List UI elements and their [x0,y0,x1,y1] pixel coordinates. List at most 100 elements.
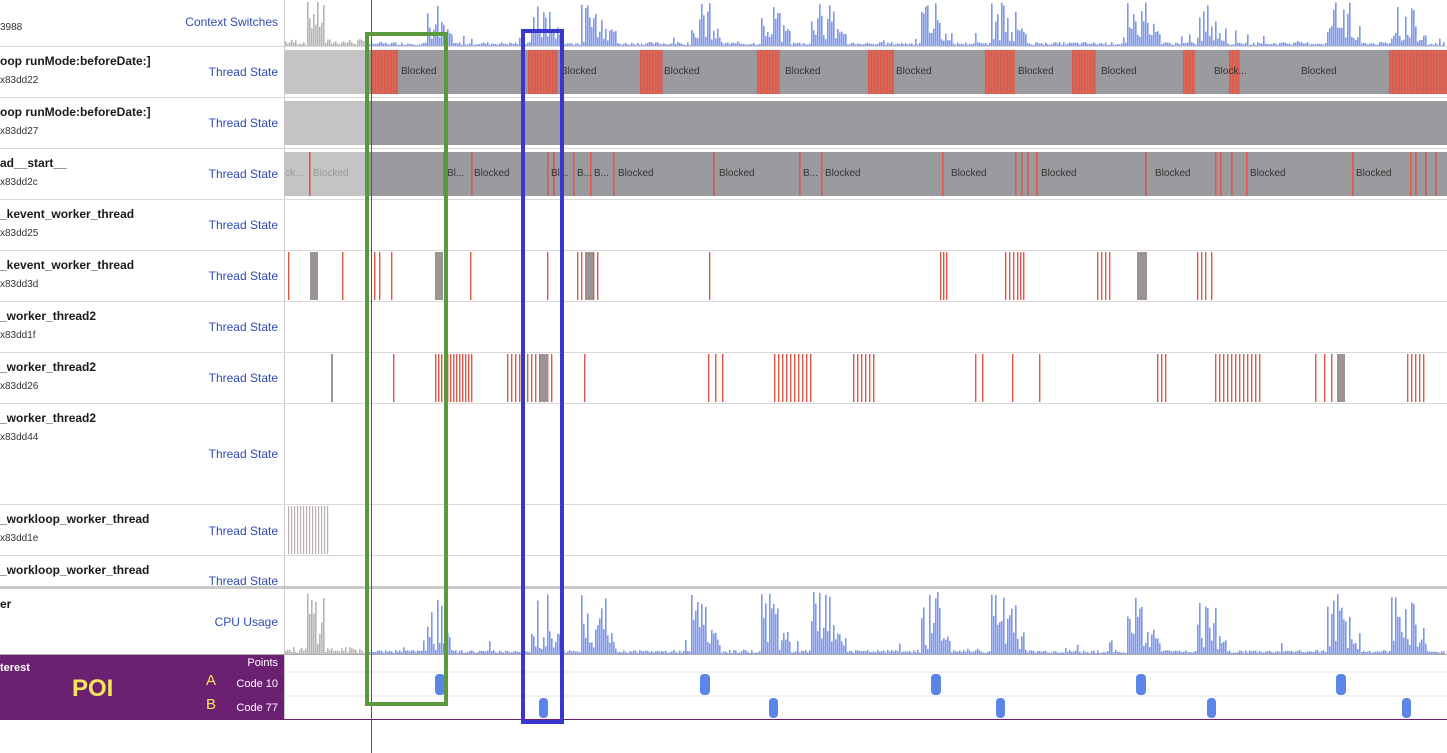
histogram-bar [1225,640,1227,654]
instrument-name[interactable]: Thread State [208,269,278,283]
histogram-bar [845,34,847,46]
histogram-bar [793,42,795,46]
cpu-usage-row[interactable]: er CPU Usage [0,589,1447,655]
code-77-label[interactable]: Code 77 [236,702,278,714]
histogram-bar [1381,651,1383,654]
instrument-name[interactable]: Thread State [208,320,278,334]
running-tick [1109,252,1111,300]
histogram-bar [633,650,635,654]
histogram-bar [1347,648,1349,654]
running-tick [453,354,455,402]
histogram-bar [879,651,881,654]
row-label: _kevent_worker_thread x83dd3d Thread Sta… [0,251,285,301]
histogram-bar [687,651,689,654]
context-switches-row[interactable]: 3988 Context Switches [0,0,1447,47]
histogram-bar [901,652,903,654]
histogram-bar [451,34,453,46]
instrument-name[interactable]: Thread State [208,218,278,232]
histogram-bar [799,652,801,654]
running-tick [857,354,859,402]
thread-row-runloop-1[interactable]: oop runMode:beforeDate:] x83dd22 Thread … [0,47,1447,98]
instrument-name[interactable]: Thread State [208,524,278,538]
thread-state-track[interactable] [285,556,1447,586]
running-tick [523,354,525,402]
histogram-bar [513,651,515,654]
context-switch-track[interactable] [285,0,1447,46]
running-tick [757,50,759,94]
thread-row-kevent-1[interactable]: _kevent_worker_thread x83dd25 Thread Sta… [0,200,1447,251]
histogram-bar [1327,606,1329,654]
cpu-usage-track[interactable] [285,589,1447,654]
thread-state-track[interactable]: ck... Blocked Bl... Blocked Bl... B... B… [285,149,1447,199]
histogram-bar [1277,44,1279,46]
histogram-bar [1407,34,1409,46]
histogram-bar [1323,650,1325,654]
histogram-bar [1343,619,1345,654]
histogram-bar [361,650,363,654]
histogram-bar [1039,650,1041,654]
thread-row-start[interactable]: ad__start__ x83dd2c Thread State ck... B… [0,149,1447,200]
histogram-bar [375,43,377,46]
thread-state-track[interactable] [285,251,1447,301]
poi-track[interactable] [285,655,1447,719]
histogram-bar [1111,640,1113,654]
running-tick [321,506,323,554]
histogram-bar [813,30,815,46]
histogram-bar [509,42,511,46]
blocked-label: Blocked [1101,66,1137,77]
histogram-bar [381,651,383,654]
histogram-bar [981,43,983,46]
running-tick [1247,354,1249,402]
histogram-bar [425,42,427,46]
thread-state-track[interactable] [285,353,1447,403]
histogram-bar [1211,26,1213,46]
histogram-bar [933,28,935,46]
thread-row-worker-2[interactable]: _worker_thread2 x83dd26 Thread State [0,353,1447,404]
histogram-bar [1397,7,1399,46]
histogram-bar [1205,606,1207,654]
histogram-bar [315,24,317,46]
histogram-bar [807,44,809,46]
code-10-label[interactable]: Code 10 [236,678,278,690]
thread-row-kevent-2[interactable]: _kevent_worker_thread x83dd3d Thread Sta… [0,251,1447,302]
thread-state-track[interactable] [285,505,1447,555]
histogram-bar [1035,42,1037,46]
histogram-bar [1191,652,1193,654]
thread-state-track[interactable] [285,302,1447,352]
instrument-name[interactable]: Thread State [208,447,278,461]
histogram-bar [709,643,711,654]
histogram-bar [821,638,823,654]
histogram-bar [331,648,333,654]
instrument-name[interactable]: Thread State [208,574,278,588]
instrument-name[interactable]: Thread State [208,371,278,385]
thread-row-workloop-1[interactable]: _workloop_worker_thread x83dd1e Thread S… [0,505,1447,556]
thread-state-track[interactable] [285,200,1447,250]
thread-state-track[interactable] [285,404,1447,504]
histogram-bar [973,43,975,46]
instrument-name[interactable]: Context Switches [185,15,278,29]
instrument-name[interactable]: Thread State [208,65,278,79]
histogram-bar [553,29,555,46]
histogram-bar [1055,651,1057,654]
histogram-bar [569,43,571,46]
histogram-bar [1421,639,1423,654]
thread-row-workloop-2[interactable]: _workloop_worker_thread Thread State [0,556,1447,589]
thread-state-track[interactable]: Blocked Blocked Blocked Blocked Blocked … [285,47,1447,97]
points-of-interest-row[interactable]: terest POI Points A Code 10 B Code 77 [0,655,1447,720]
running-tick [772,50,774,94]
histogram-bar [493,650,495,654]
instrument-name[interactable]: CPU Usage [214,615,278,629]
running-tick [379,252,381,300]
running-tick [1410,50,1412,94]
thread-row-worker-1[interactable]: _worker_thread2 x83dd1f Thread State [0,302,1447,353]
histogram-bar [425,650,427,654]
histogram-bar [1257,652,1259,654]
instrument-name[interactable]: Thread State [208,116,278,130]
thread-row-worker-3[interactable]: _worker_thread2 x83dd44 Thread State [0,404,1447,505]
running-tick [396,50,398,94]
instrument-name[interactable]: Thread State [208,167,278,181]
histogram-bar [1039,43,1041,46]
thread-state-track[interactable] [285,98,1447,148]
thread-row-runloop-2[interactable]: oop runMode:beforeDate:] x83dd27 Thread … [0,98,1447,149]
row-label: oop runMode:beforeDate:] x83dd27 Thread … [0,98,285,148]
